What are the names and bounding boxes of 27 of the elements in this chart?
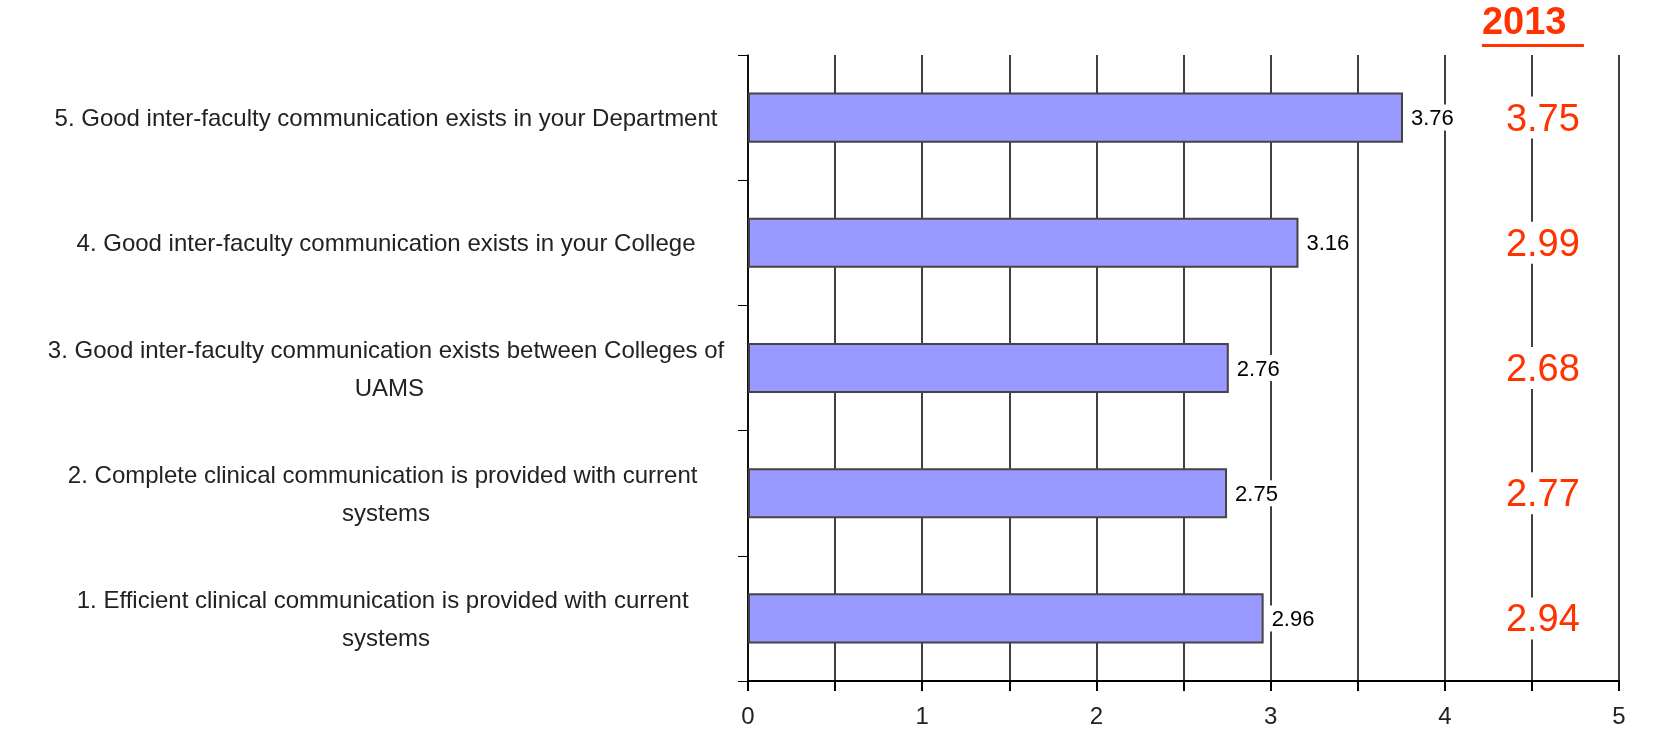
data-label: 3.16 [1306,230,1350,256]
y-tick-label: 1. Efficient clinical communication is provided with current systems [76,585,696,651]
text: 2013 [1481,0,1567,42]
annotation: 2.68 [1505,347,1580,389]
x-tick-label: 0 [741,701,755,729]
data-label: 2.96 [1271,605,1315,631]
y-tick-label: 4. Good inter-faculty communication exists in your College [76,229,696,257]
x-tick-label: 1 [915,701,929,729]
y-tick-label: 3. Good inter-faculty communication exists between Colleges of UAMS [47,335,725,401]
bar [748,217,1299,268]
y-tick-label: 2. Complete clinical communication is provided with current systems [67,460,705,526]
bar [748,593,1264,644]
data-label: 2.76 [1236,355,1280,381]
data-label: 3.76 [1410,105,1454,131]
annotation: 2.99 [1505,221,1580,264]
bar [748,92,1403,143]
x-tick-label: 2 [1089,701,1104,729]
x-tick-label: 4 [1438,701,1452,729]
bar [748,468,1228,519]
y-tick-label: 5. Good inter-faculty communication exists in your Department [54,104,718,132]
annotation: 2.94 [1505,597,1580,640]
x-tick-label: 3 [1263,701,1278,729]
x-tick-label: 5 [1612,701,1626,729]
annotation: 2.77 [1505,472,1580,515]
annotation: 3.75 [1505,96,1580,139]
bar [748,342,1229,394]
data-label: 2.75 [1235,480,1278,506]
